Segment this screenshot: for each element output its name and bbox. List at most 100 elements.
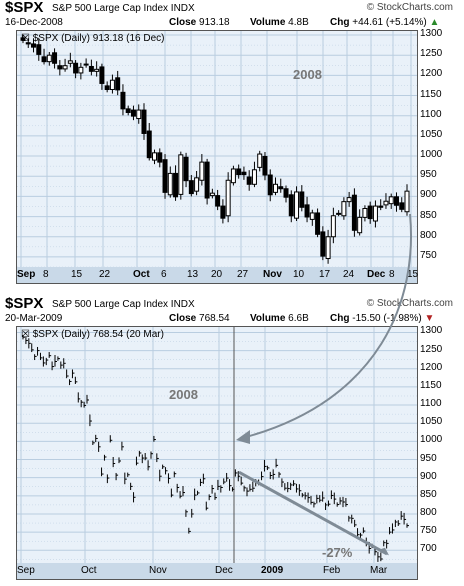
candle-down <box>99 66 105 84</box>
candle-up <box>325 236 331 260</box>
candle-down <box>73 62 79 74</box>
candle-down <box>115 77 121 91</box>
legend-icon: ☒ <box>21 33 30 44</box>
x-tick-label: 17 <box>319 269 331 280</box>
chart-legend-2: ☒ $SPX (Daily) 768.54 (20 Mar) <box>21 329 164 340</box>
x-tick-label: 24 <box>343 269 355 280</box>
decline-arrow <box>238 470 388 556</box>
x-tick-label: 10 <box>293 269 305 280</box>
y-tick-label: 1100 <box>420 108 442 120</box>
year-annotation: 2008 <box>293 67 322 82</box>
candle-down <box>130 109 136 117</box>
candle-up <box>46 54 52 63</box>
candle-up <box>357 216 363 234</box>
watermark-2: © StockCharts.com <box>366 298 453 309</box>
y-tick-label: 950 <box>420 452 437 464</box>
index-name: S&P 500 Large Cap Index <box>52 3 169 14</box>
candle-down <box>351 194 357 231</box>
candle-down <box>367 205 373 220</box>
x-tick-label: Oct <box>81 565 97 576</box>
x-tick-label: 6 <box>161 269 167 280</box>
candle-up <box>362 208 368 218</box>
candle-up <box>209 192 215 197</box>
candle-up <box>346 197 352 203</box>
candle-down <box>162 159 168 193</box>
candle-down <box>141 109 147 134</box>
candle-up <box>136 109 142 120</box>
x-tick-label: Oct <box>133 269 150 280</box>
candle-down <box>262 155 268 176</box>
candle-up <box>178 154 184 195</box>
candle-up <box>251 169 257 185</box>
quote-date: 16-Dec-2008 <box>5 17 63 28</box>
candle-up <box>78 66 84 74</box>
candle-down <box>20 37 26 41</box>
x-tick-label: 15 <box>407 269 419 280</box>
symbol: $SPX <box>5 0 44 16</box>
candle-up <box>272 183 278 193</box>
candle-up <box>257 153 263 168</box>
x-tick-label: Feb <box>323 565 341 576</box>
y-tick-label: 800 <box>420 229 437 241</box>
chart-panel-bottom: $SPX S&P 500 Large Cap Index INDX © Stoc… <box>5 295 456 582</box>
candle-up <box>67 60 73 64</box>
candle-up <box>336 212 342 215</box>
y-tick-label: 950 <box>420 169 437 181</box>
candle-up <box>94 68 100 72</box>
x-tick-label: 15 <box>71 269 83 280</box>
x-tick-label: 8 <box>389 269 395 280</box>
candle-down <box>399 202 405 210</box>
volume-value: 4.8B <box>288 17 309 28</box>
candle-up <box>194 177 200 192</box>
candle-up <box>225 179 231 217</box>
exchange: INDX <box>170 3 195 14</box>
watermark: © StockCharts.com <box>366 2 453 13</box>
volume-value-2: 6.6B <box>288 313 309 324</box>
chart-header: $SPX S&P 500 Large Cap Index INDX © Stoc… <box>5 0 453 28</box>
year-annotation-2: 2008 <box>169 387 198 402</box>
index-name-2: S&P 500 Large Cap Index <box>52 299 169 310</box>
candle-down <box>188 180 194 195</box>
chart-header-2: $SPX S&P 500 Large Cap Index INDX © Stoc… <box>5 295 453 324</box>
candle-down <box>236 168 242 176</box>
y-tick-label: 750 <box>420 249 437 261</box>
candle-up <box>341 201 347 217</box>
change-value-2: -15.50 (-1.98%) <box>352 313 422 324</box>
y-tick-label: 800 <box>420 506 437 518</box>
candle-down <box>204 161 210 199</box>
y-tick-label: 750 <box>420 525 437 537</box>
x-tick-label: Dec <box>367 269 386 280</box>
candle-down <box>183 156 189 182</box>
candle-down <box>173 172 179 198</box>
candle-up <box>167 172 173 196</box>
x-tick-label: Mar <box>370 565 388 576</box>
y-tick-label: 1200 <box>420 361 443 373</box>
candle-down <box>104 85 110 90</box>
y-tick-label: 1000 <box>420 149 443 161</box>
candle-down <box>215 195 221 207</box>
y-tick-label: 1250 <box>420 48 443 60</box>
close-value-2: 768.54 <box>199 313 230 324</box>
close-value: 913.18 <box>199 17 230 28</box>
x-tick-label: 22 <box>99 269 111 280</box>
candle-up <box>309 212 315 220</box>
y-tick-label: 1100 <box>420 398 442 410</box>
y-tick-label: 1150 <box>420 379 442 391</box>
y-tick-label: 1300 <box>420 325 443 337</box>
x-tick-label: Nov <box>149 565 167 576</box>
chart-legend: ☒ $SPX (Daily) 913.18 (16 Dec) <box>21 33 165 44</box>
x-tick-label: Sep <box>17 565 35 576</box>
candle-down <box>320 231 326 257</box>
candle-up <box>388 196 394 205</box>
candle-down <box>246 176 252 185</box>
y-tick-label: 850 <box>420 209 437 221</box>
candle-up <box>199 161 205 181</box>
candle-down <box>278 186 284 190</box>
candle-down <box>146 130 152 159</box>
x-tick-label: 27 <box>237 269 249 280</box>
down-arrow-icon: ▼ <box>424 313 435 324</box>
plot-area: ☒ $SPX (Daily) 913.18 (16 Dec) 2008 <box>16 30 418 268</box>
x-tick-label: 2009 <box>261 565 284 576</box>
y-tick-label: 1300 <box>420 28 443 40</box>
y-tick-label: 900 <box>420 189 437 201</box>
